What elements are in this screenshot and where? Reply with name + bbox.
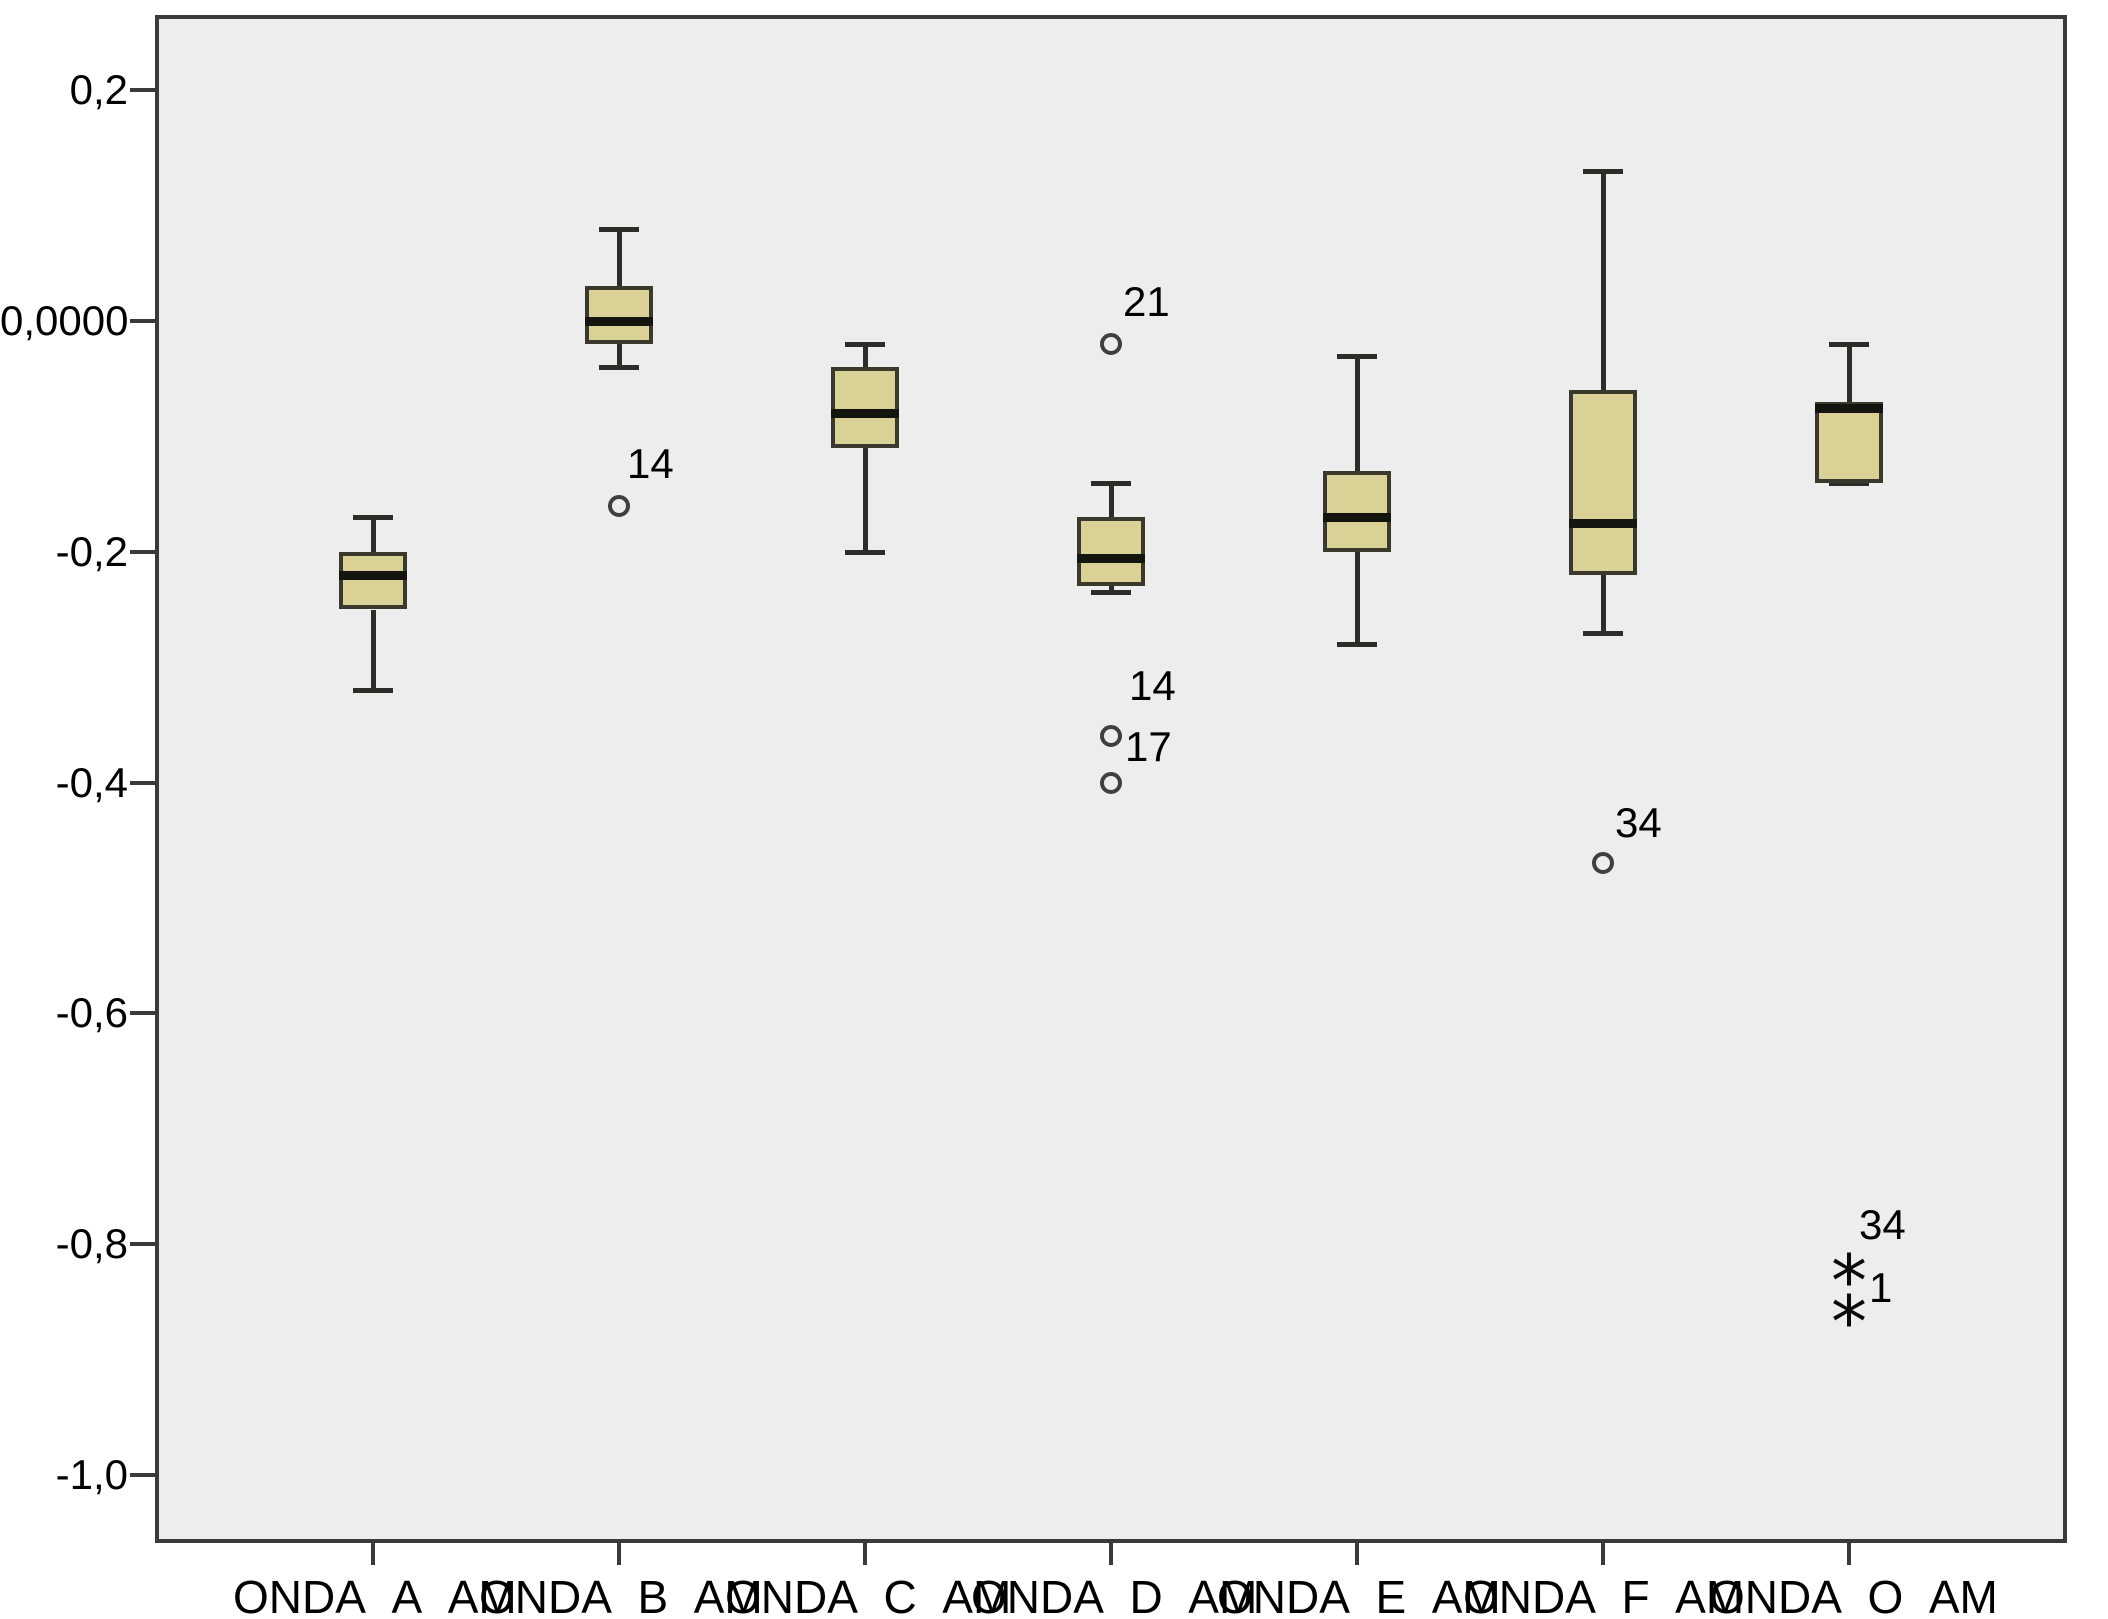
- lower-whisker-cap: [353, 688, 393, 694]
- x-axis-label: ONDA_A_AM: [233, 1571, 517, 1619]
- lower-whisker-line: [863, 447, 868, 552]
- y-tick: [130, 549, 155, 554]
- x-axis-label: ONDA_D_AM: [971, 1571, 1258, 1619]
- lower-whisker-cap: [1091, 590, 1131, 596]
- outlier-circle: [1100, 333, 1122, 356]
- upper-whisker-cap: [845, 342, 885, 348]
- outlier-label: 14: [627, 439, 674, 487]
- outlier-circle: [1100, 771, 1122, 794]
- y-tick: [130, 88, 155, 93]
- upper-whisker-cap: [1583, 168, 1623, 174]
- upper-whisker-line: [1355, 355, 1360, 471]
- upper-whisker-cap: [1091, 480, 1131, 486]
- y-tick: [130, 1011, 155, 1016]
- y-tick: [130, 1242, 155, 1247]
- lower-whisker-cap: [1337, 642, 1377, 648]
- x-axis-label: ONDA_F_AM: [1463, 1571, 1745, 1619]
- x-tick: [863, 1543, 867, 1565]
- y-tick-label: 0,2: [69, 66, 128, 114]
- box: [339, 551, 407, 610]
- y-tick-label: -0,2: [55, 527, 128, 575]
- y-tick: [130, 319, 155, 323]
- extreme-asterisk: *: [1831, 1239, 1867, 1324]
- outlier-circle: [1592, 852, 1614, 875]
- y-tick-label: -0,8: [55, 1220, 128, 1268]
- box: [831, 367, 899, 448]
- median-line: [339, 570, 407, 580]
- upper-whisker-line: [1109, 482, 1114, 518]
- x-tick: [1847, 1543, 1851, 1565]
- upper-whisker-line: [371, 517, 376, 552]
- outlier-circle: [608, 494, 630, 517]
- lower-whisker-cap: [599, 365, 639, 371]
- median-line: [1569, 518, 1637, 528]
- lower-whisker-line: [1109, 586, 1114, 593]
- box: [585, 286, 653, 345]
- x-axis-label: ONDA_C_AM: [725, 1571, 1012, 1619]
- outlier-label: 21: [1123, 278, 1170, 326]
- outlier-label: 14: [1129, 662, 1176, 710]
- outlier-label: 34: [1859, 1201, 1906, 1249]
- x-tick: [1109, 1543, 1113, 1565]
- y-tick-label: -0,6: [55, 989, 128, 1037]
- x-axis-label: ONDA_B_AM: [479, 1571, 763, 1619]
- median-line: [831, 409, 899, 419]
- upper-whisker-cap: [1829, 342, 1869, 348]
- lower-whisker-line: [1355, 551, 1360, 645]
- x-tick: [1601, 1543, 1605, 1565]
- outlier-label: 34: [1615, 799, 1662, 847]
- upper-whisker-line: [1847, 344, 1852, 402]
- lower-whisker-cap: [1583, 630, 1623, 636]
- median-line: [1815, 403, 1883, 413]
- box: [1323, 471, 1391, 552]
- median-line: [1323, 513, 1391, 523]
- median-line: [585, 317, 653, 326]
- lower-whisker-line: [371, 609, 376, 691]
- upper-whisker-cap: [353, 515, 393, 521]
- x-axis-label: ONDA_O_AM: [1709, 1571, 1998, 1619]
- outlier-label: 17: [1125, 722, 1172, 770]
- outlier-label: 1: [1869, 1263, 1893, 1311]
- y-tick: [130, 1473, 155, 1477]
- lower-whisker-line: [1601, 574, 1606, 633]
- x-tick: [617, 1543, 621, 1565]
- upper-whisker-cap: [599, 226, 639, 232]
- lower-whisker-line: [617, 344, 622, 368]
- x-tick: [371, 1543, 375, 1565]
- upper-whisker-cap: [1337, 353, 1377, 359]
- x-tick: [1355, 1543, 1359, 1565]
- box: [1815, 401, 1883, 483]
- x-axis-label: ONDA_E_AM: [1217, 1571, 1501, 1619]
- y-tick-label: -1,0: [55, 1451, 128, 1498]
- y-tick-label: 0,0000: [0, 297, 129, 344]
- upper-whisker-line: [863, 344, 868, 368]
- y-tick: [130, 780, 155, 785]
- lower-whisker-cap: [1829, 480, 1869, 486]
- upper-whisker-line: [617, 228, 622, 287]
- median-line: [1077, 553, 1145, 563]
- box: [1077, 517, 1145, 587]
- extreme-asterisk: *: [1831, 1279, 1867, 1364]
- lower-whisker-cap: [845, 549, 885, 555]
- outlier-circle: [1100, 725, 1122, 748]
- box: [1569, 390, 1637, 575]
- y-tick-label: -0,4: [55, 758, 128, 806]
- upper-whisker-line: [1601, 170, 1606, 391]
